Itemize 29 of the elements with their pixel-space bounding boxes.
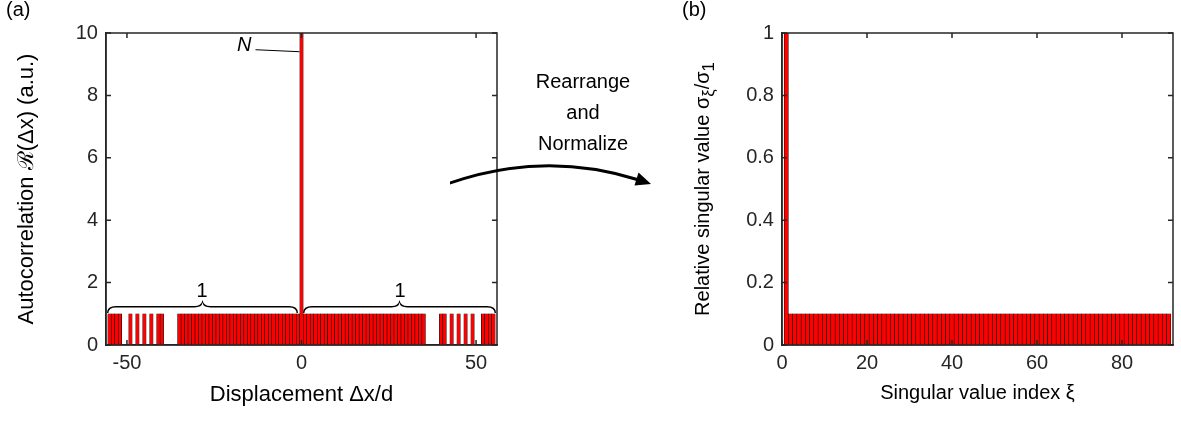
text: Rearrange and Normalize	[534, 69, 632, 156]
x-tick-label: -50	[112, 350, 142, 373]
chart-title: (b)	[682, 0, 707, 21]
annotation: 1	[195, 279, 209, 301]
y-tick-label: 0	[762, 332, 774, 355]
y-axis-title: Autocorrelation ℛ(Δx) (a.u.)	[13, 53, 38, 325]
x-tick-label: 20	[855, 350, 879, 373]
x-tick-label: 60	[1025, 350, 1049, 373]
x-tick-label: 0	[776, 350, 788, 373]
y-tick-label: 2	[86, 270, 98, 293]
y-tick-label: 4	[86, 207, 98, 230]
x-tick-label: 40	[940, 350, 964, 373]
x-tick-label: 50	[464, 350, 488, 373]
y-tick-label: 0.4	[746, 207, 774, 230]
y-tick-label: 6	[86, 145, 98, 168]
x-tick-label: 80	[1110, 350, 1134, 373]
x-axis-title: Singular value index ξ	[879, 381, 1076, 404]
x-axis-title: Displacement Δx/d	[208, 381, 395, 407]
y-tick-label: 0.6	[746, 145, 774, 168]
y-tick-label: 0.8	[746, 82, 774, 105]
y-tick-label: 0	[86, 332, 98, 355]
y-tick-label: 8	[86, 82, 98, 105]
chart-title: (a)	[6, 0, 31, 21]
y-tick-label: 10	[75, 20, 98, 43]
x-tick-label: 0	[295, 350, 308, 373]
y-tick-label: 1	[762, 20, 774, 43]
annotation: 1	[393, 279, 407, 301]
annotation: N	[237, 33, 253, 56]
y-tick-label: 0.2	[746, 270, 774, 293]
